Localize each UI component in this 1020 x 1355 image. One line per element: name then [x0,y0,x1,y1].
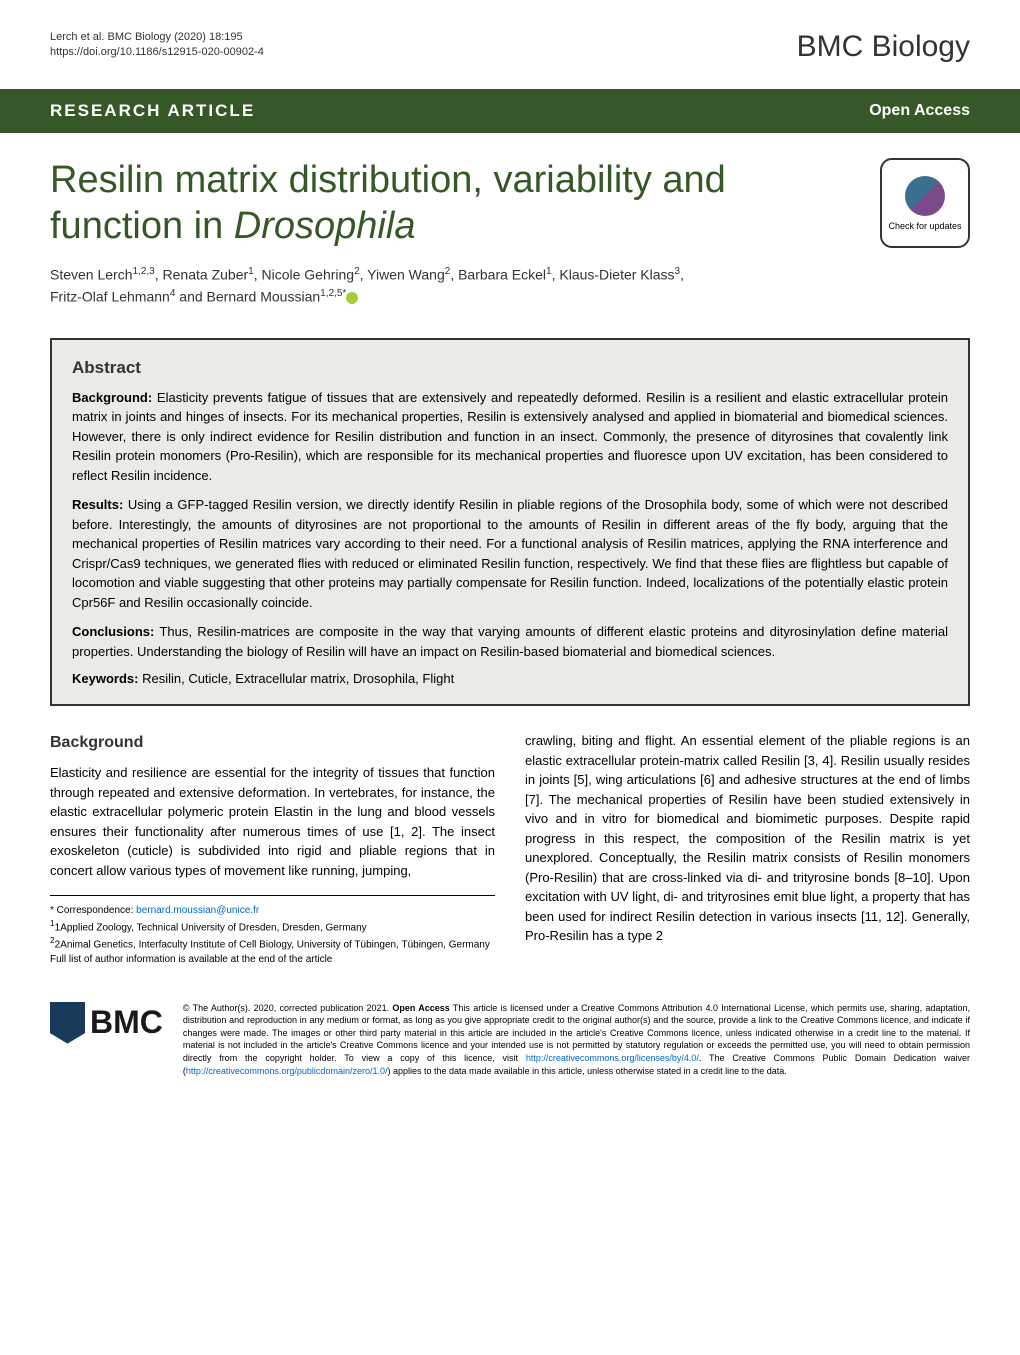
license-part: © The Author(s). 2020, corrected publica… [183,1003,392,1013]
bmc-logo: BMC [50,1002,163,1044]
author-name: , Renata Zuber [155,267,248,283]
citation-info: Lerch et al. BMC Biology (2020) 18:195 h… [50,30,264,61]
title-italic: Drosophila [234,205,416,247]
page-header: Lerch et al. BMC Biology (2020) 18:195 h… [0,0,1020,74]
license-link[interactable]: http://creativecommons.org/publicdomain/… [186,1066,388,1076]
author-name: , Yiwen Wang [360,267,445,283]
abstract-background-label: Background: [72,390,152,405]
citation-line2: https://doi.org/10.1186/s12915-020-00902… [50,45,264,60]
license-link[interactable]: http://creativecommons.org/licenses/by/4… [526,1053,699,1063]
bmc-footer: BMC © The Author(s). 2020, corrected pub… [0,987,1020,1108]
body-paragraph: Elasticity and resilience are essential … [50,763,495,880]
affiliation-1: 11Applied Zoology, Technical University … [50,918,495,935]
license-text: © The Author(s). 2020, corrected publica… [183,1002,970,1078]
author-affil: 1,2,3 [133,266,155,277]
author-name: Fritz-Olaf Lehmann [50,289,170,305]
footer-divider: * Correspondence: bernard.moussian@unice… [50,895,495,967]
abstract-keywords: Keywords: Resilin, Cuticle, Extracellula… [72,671,948,686]
abstract-results-text: Using a GFP-tagged Resilin version, we d… [72,497,948,610]
article-type-bar: RESEARCH ARTICLE Open Access [0,89,1020,133]
abstract-heading: Abstract [72,358,948,378]
keywords-text: Resilin, Cuticle, Extracellular matrix, … [138,671,454,686]
abstract-background: Background: Elasticity prevents fatigue … [72,388,948,486]
abstract-conclusions: Conclusions: Thus, Resilin-matrices are … [72,622,948,661]
orcid-icon[interactable] [346,292,358,304]
check-updates-badge[interactable]: Check for updates [880,158,970,248]
correspondence-label: * Correspondence: [50,905,136,916]
abstract-box: Abstract Background: Elasticity prevents… [50,338,970,707]
author-name: , Nicole Gehring [254,267,354,283]
background-heading: Background [50,731,495,755]
bmc-flag-icon [50,1002,85,1044]
author-name: , Barbara Eckel [450,267,546,283]
authors-list: Steven Lerch1,2,3, Renata Zuber1, Nicole… [0,264,1020,327]
body-paragraph: crawling, biting and flight. An essentia… [525,731,970,946]
author-name: and Bernard Moussian [175,289,320,305]
check-updates-icon [905,176,945,216]
affiliation-note: Full list of author information is avail… [50,953,495,967]
title-section: Resilin matrix distribution, variability… [0,133,1020,264]
correspondence-email[interactable]: bernard.moussian@unice.fr [136,905,259,916]
main-content: Background Elasticity and resilience are… [0,731,1020,987]
citation-line1: Lerch et al. BMC Biology (2020) 18:195 [50,30,264,45]
abstract-conclusions-label: Conclusions: [72,624,154,639]
journal-name: BMC Biology [797,30,970,64]
affiliation-2: 22Animal Genetics, Interfaculty Institut… [50,935,495,952]
author-sep: , [680,267,684,283]
abstract-results-label: Results: [72,497,123,512]
author-affil: 1,2,5* [320,288,346,299]
license-bold: Open Access [392,1003,449,1013]
abstract-results: Results: Using a GFP-tagged Resilin vers… [72,495,948,612]
right-column: crawling, biting and flight. An essentia… [525,731,970,967]
abstract-background-text: Elasticity prevents fatigue of tissues t… [72,390,948,483]
license-part: ) applies to the data made available in … [387,1066,786,1076]
abstract-conclusions-text: Thus, Resilin-matrices are composite in … [72,624,948,659]
correspondence-info: * Correspondence: bernard.moussian@unice… [50,904,495,918]
keywords-label: Keywords: [72,671,138,686]
left-column: Background Elasticity and resilience are… [50,731,495,967]
author-name: , Klaus-Dieter Klass [552,267,675,283]
bmc-logo-text: BMC [90,1004,163,1041]
author-name: Steven Lerch [50,267,133,283]
open-access-label: Open Access [869,102,970,120]
article-title: Resilin matrix distribution, variability… [50,158,860,249]
article-type-label: RESEARCH ARTICLE [50,101,255,121]
check-updates-label: Check for updates [888,221,961,231]
